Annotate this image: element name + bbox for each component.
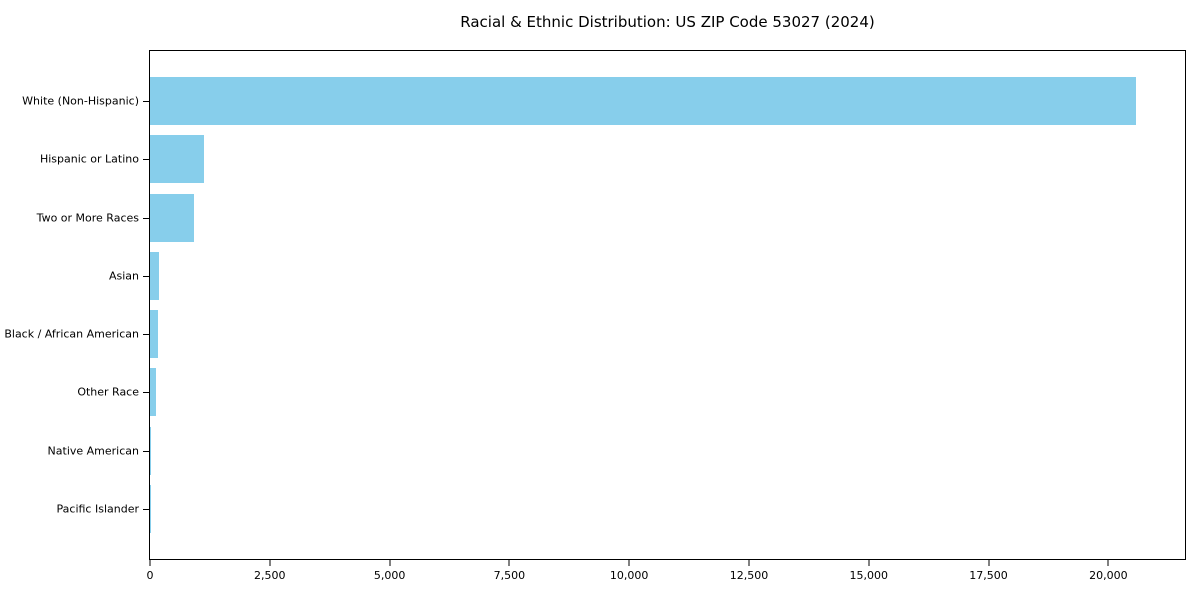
x-tick-mark (628, 560, 630, 566)
x-tick-mark (269, 560, 271, 566)
y-tick-label: Native American (47, 444, 139, 458)
bar (150, 368, 156, 417)
x-tick-label: 2,500 (254, 569, 286, 582)
plot-area: White (Non-Hispanic) Hispanic or Latino … (4, 50, 1186, 582)
x-tick-mark (149, 560, 151, 566)
category-row: White (Non-Hispanic) (22, 72, 1185, 130)
x-tick-label: 15,000 (849, 569, 889, 582)
chart-title: Racial & Ethnic Distribution: US ZIP Cod… (460, 13, 875, 31)
y-tick-label: Two or More Races (36, 211, 139, 225)
x-tick-label: 10,000 (609, 569, 649, 582)
x-tick-mark (988, 560, 990, 566)
x-tick-mark (1107, 560, 1109, 566)
category-row: Asian (109, 247, 1185, 305)
x-tick-label: 5,000 (373, 569, 406, 582)
bar (150, 77, 1137, 126)
y-tick-mark (143, 275, 149, 277)
x-tick-label: 20,000 (1089, 569, 1128, 582)
y-tick-mark (143, 334, 149, 336)
bar (150, 135, 204, 184)
bar (150, 251, 159, 300)
bar (150, 310, 158, 359)
x-tick-mark (389, 560, 391, 566)
bar (150, 193, 194, 242)
y-tick-label: White (Non-Hispanic) (22, 94, 139, 108)
category-row: Other Race (77, 363, 1185, 421)
x-tick-mark (868, 560, 870, 566)
y-tick-mark (143, 217, 149, 219)
x-tick-mark (508, 560, 510, 566)
y-tick-label: Black / African American (4, 327, 139, 341)
x-tick-label: 17,500 (969, 569, 1008, 582)
x-tick-mark (748, 560, 750, 566)
x-tick-label: 12,500 (729, 569, 769, 582)
y-tick-mark (143, 508, 149, 510)
y-tick-label: Asian (108, 269, 139, 283)
y-tick-label: Pacific Islander (56, 502, 139, 516)
category-row: Hispanic or Latino (40, 130, 1185, 188)
category-row: Black / African American (4, 305, 1185, 363)
category-row: Two or More Races (37, 189, 1185, 247)
category-row: Native American (48, 422, 1185, 480)
y-tick-label: Hispanic or Latino (39, 152, 139, 166)
y-tick-mark (143, 159, 149, 161)
plot-rows: White (Non-Hispanic) Hispanic or Latino … (4, 72, 1185, 538)
category-row: Pacific Islander (57, 480, 1185, 538)
y-tick-mark (143, 101, 149, 103)
x-tick-label: 0 (146, 569, 154, 582)
bar (150, 426, 152, 475)
y-tick-mark (143, 392, 149, 394)
x-tick-label: 7,500 (493, 569, 526, 582)
y-tick-mark (143, 450, 149, 452)
y-tick-label: Other Race (77, 385, 139, 399)
